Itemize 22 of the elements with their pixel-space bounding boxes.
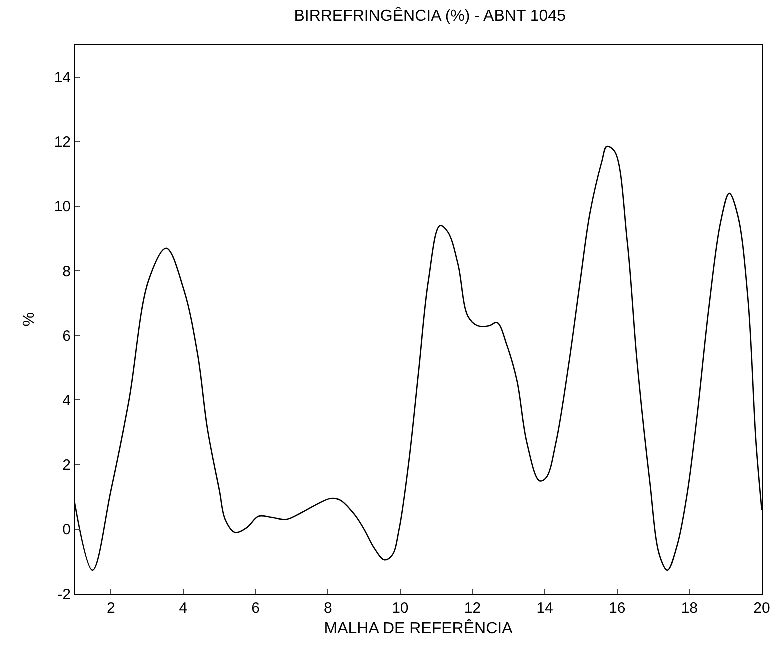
x-tick-label: 16 — [609, 600, 626, 617]
y-tick-label: 14 — [54, 70, 71, 87]
chart-title: BIRREFRINGÊNCIA (%) - ABNT 1045 — [294, 6, 566, 25]
y-tick-label: 12 — [54, 134, 71, 152]
y-axis-title: % — [21, 312, 38, 327]
y-tick-label: -2 — [58, 586, 71, 604]
x-tick-label: 6 — [252, 600, 260, 617]
y-tick-label: 8 — [62, 263, 71, 280]
y-tick-label: 6 — [62, 328, 71, 345]
x-tick-label: 8 — [324, 600, 332, 617]
x-tick-label: 14 — [536, 600, 554, 617]
y-tick-label: 10 — [54, 198, 71, 216]
y-tick-label: 0 — [62, 522, 71, 539]
x-tick-label: 18 — [681, 600, 698, 617]
x-tick-label: 12 — [464, 600, 482, 617]
y-tick-label: 2 — [62, 457, 71, 474]
x-tick-label: 2 — [106, 600, 116, 617]
x-axis-title: MALHA DE REFERÊNCIA — [324, 620, 514, 638]
y-tick-label: 4 — [62, 392, 71, 410]
x-tick-label: 20 — [754, 600, 770, 617]
x-tick-label: 10 — [392, 600, 409, 617]
x-tick-label: 4 — [179, 600, 188, 617]
